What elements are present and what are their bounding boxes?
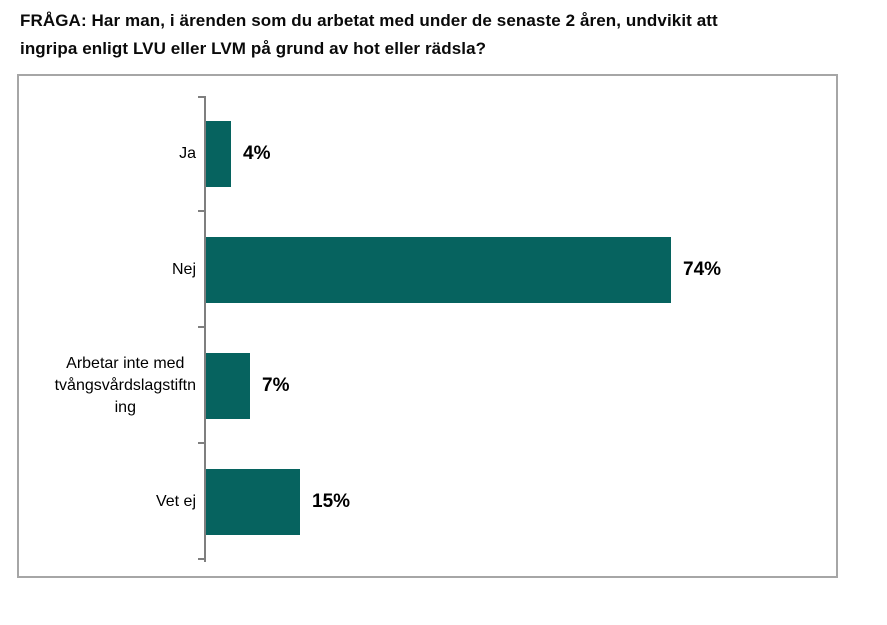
chart-row: Nej 74% (19, 212, 836, 328)
category-label: Arbetar inte med tvångsvårdslagstiftn in… (54, 355, 196, 416)
axis-tick (198, 326, 204, 328)
value-label: 4% (243, 143, 271, 164)
category-axis-line (204, 96, 206, 562)
category-label: Ja (179, 145, 196, 162)
bar (206, 353, 250, 419)
axis-tick (198, 442, 204, 444)
chart-row: Vet ej 15% (19, 444, 836, 560)
bar (206, 469, 300, 535)
axis-tick (198, 96, 204, 98)
value-label: 74% (683, 259, 722, 280)
title-line-2: ingripa enligt LVU eller LVM på grund av… (20, 39, 487, 58)
axis-tick (198, 558, 204, 560)
chart-row: Ja 4% (19, 96, 836, 212)
value-label: 7% (262, 375, 290, 396)
bar (206, 237, 671, 303)
category-label-cell: Ja (19, 96, 196, 212)
axis-tick (198, 210, 204, 212)
chart-row: Arbetar inte med tvångsvårdslagstiftn in… (19, 328, 836, 444)
category-label-cell: Arbetar inte med tvångsvårdslagstiftn in… (19, 328, 196, 444)
chart-plot-area: Ja 4% Nej 74% Arbetar inte med tvångsvårdsla… (17, 74, 838, 578)
bar (206, 121, 231, 187)
title-line-1: FRÅGA: Har man, i ärenden som du arbetat… (20, 11, 718, 30)
category-label-cell: Vet ej (19, 444, 196, 560)
category-label: Vet ej (155, 493, 196, 510)
category-label: Nej (171, 261, 196, 278)
category-label-cell: Nej (19, 212, 196, 328)
chart-question-title: FRÅGA: Har man, i ärenden som du arbetat… (20, 7, 870, 63)
value-label: 15% (312, 491, 351, 512)
